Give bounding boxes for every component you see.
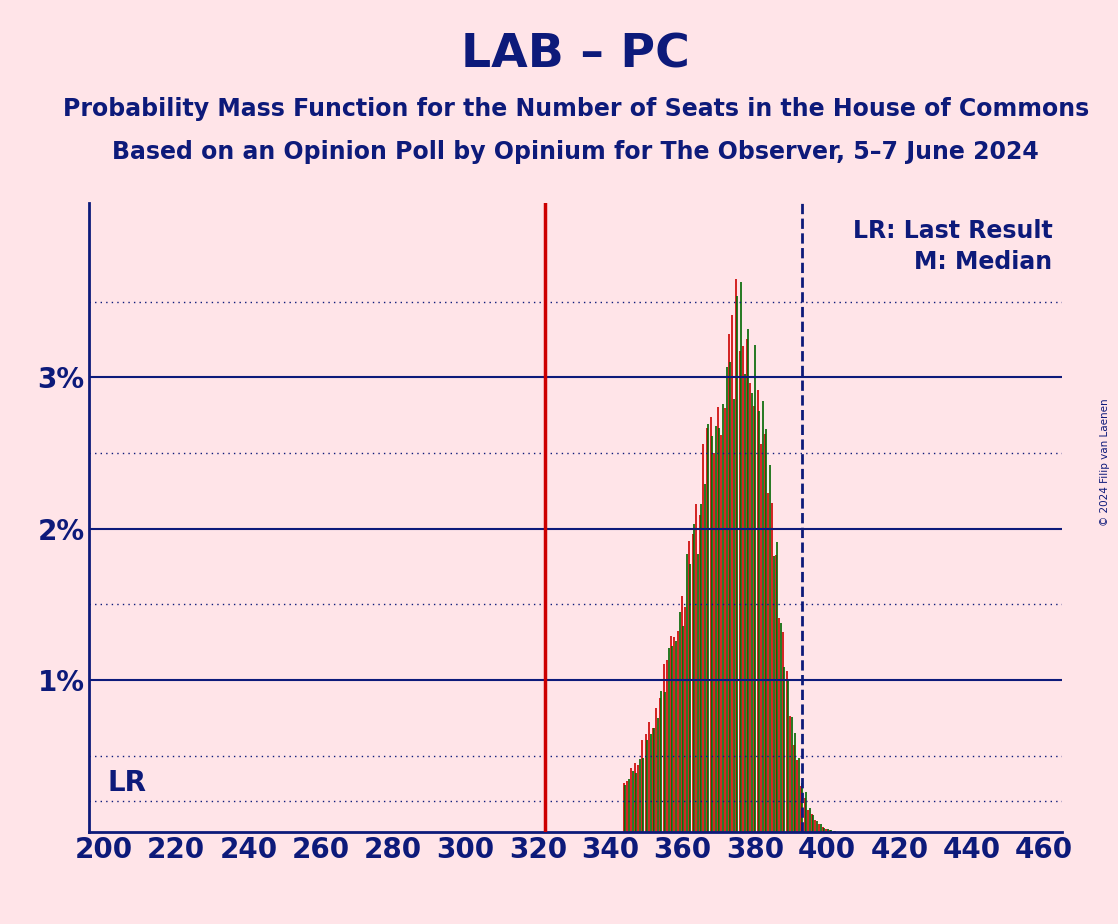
Text: LR: Last Result: LR: Last Result [853, 219, 1052, 243]
Text: M: Median: M: Median [915, 250, 1052, 274]
Text: © 2024 Filip van Laenen: © 2024 Filip van Laenen [1100, 398, 1109, 526]
Text: LAB – PC: LAB – PC [462, 32, 690, 78]
Text: LR: LR [107, 769, 146, 796]
Text: Based on an Opinion Poll by Opinium for The Observer, 5–7 June 2024: Based on an Opinion Poll by Opinium for … [113, 140, 1039, 164]
Text: Probability Mass Function for the Number of Seats in the House of Commons: Probability Mass Function for the Number… [63, 97, 1089, 121]
